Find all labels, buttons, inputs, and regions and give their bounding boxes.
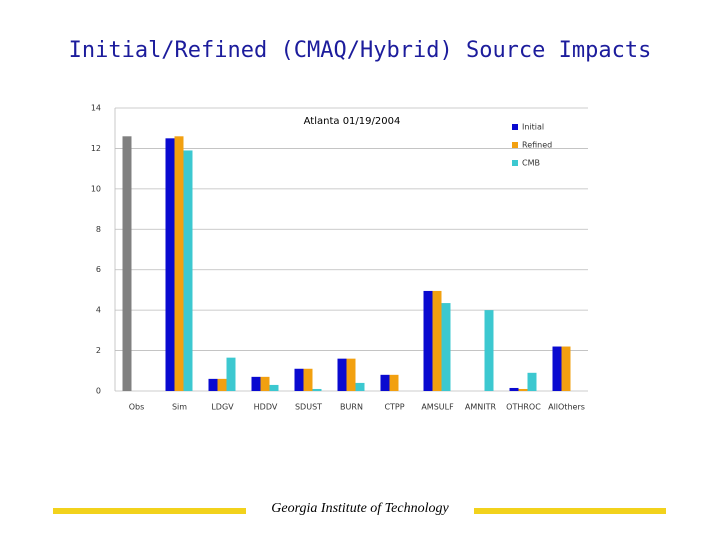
legend-label: Refined [522,141,552,150]
bar [217,378,227,391]
y-tick-label: 2 [96,346,101,355]
footer-bar [53,508,246,514]
bar [312,388,322,391]
x-tick-label: AMNITR [465,403,497,412]
bar [552,346,562,391]
bar [251,376,261,391]
y-tick-label: 8 [96,225,101,234]
bar [269,384,279,391]
legend-swatch [512,160,518,166]
y-tick-label: 12 [91,144,101,153]
x-tick-label: LDGV [211,403,234,412]
bar [303,368,313,391]
bar [380,374,390,391]
chart: Atlanta 01/19/2004 0 2 4 6 8 10 12 14 Obs Sim LDGV… [91,104,588,412]
bar [183,150,193,391]
bar [122,136,132,391]
y-tick-label: 4 [96,306,101,315]
bar [355,382,365,391]
bar [509,387,519,391]
x-tick-label: CTPP [384,403,404,412]
bar [337,358,347,391]
bar [441,303,451,391]
bar [165,138,175,391]
legend-label: CMB [522,159,540,168]
x-tick-label: AllOthers [548,403,585,412]
bar [260,376,270,391]
bar [226,357,236,391]
bar [527,372,537,391]
bar [294,368,304,391]
slide-title: Initial/Refined (CMAQ/Hybrid) Source Imp… [68,38,652,63]
y-tick-label: 14 [91,104,101,113]
x-tick-label: AMSULF [421,403,454,412]
footer-bar [474,508,666,514]
chart-title: Atlanta 01/19/2004 [304,116,401,127]
legend-swatch [512,124,518,130]
footer: Georgia Institute of Technology [0,500,720,522]
y-tick-label: 6 [96,265,101,274]
footer-text: Georgia Institute of Technology [271,501,449,516]
bar [561,346,571,391]
y-tick-label: 10 [91,184,101,193]
x-tick-label: HDDV [254,403,278,412]
legend-label: Initial [522,123,544,132]
x-tick-label: OTHROC [506,403,541,412]
y-tick-label: 0 [96,387,101,396]
x-tick-label: SDUST [295,403,322,412]
bar [174,136,184,391]
x-tick-label: Sim [172,403,187,412]
bar [389,374,399,391]
bar [423,290,433,391]
bar [518,388,528,391]
x-tick-label: BURN [340,403,363,412]
bar [208,378,218,391]
bar [484,310,494,391]
x-tick-label: Obs [129,403,145,412]
legend-swatch [512,142,518,148]
bar [346,358,356,391]
bar [432,290,442,391]
